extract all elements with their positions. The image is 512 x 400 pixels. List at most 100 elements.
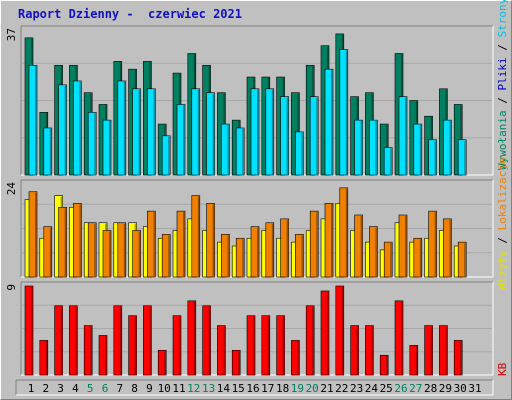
bar-top-s2-day-28-shade — [434, 140, 437, 175]
bar-middle-s2-day-30-shade — [464, 243, 466, 277]
bar-top-s2-day-21-shade — [331, 70, 333, 175]
bar-bottom-s1-day-9 — [143, 305, 152, 376]
bar-top-s2-day-20 — [309, 96, 319, 176]
bar-top-s2-day-9-shade — [153, 89, 155, 175]
bar-bottom-s1-day-5-shade — [90, 326, 92, 375]
bar-middle-s2-day-24-shade — [375, 227, 377, 277]
bar-bottom-s1-day-20-shade — [312, 306, 314, 375]
bar-middle-s2-day-30 — [457, 241, 467, 278]
bar-middle-s2-day-29 — [443, 218, 452, 278]
bar-top-s2-day-1-shade — [35, 66, 37, 175]
bar-top-s2-day-26 — [398, 96, 408, 176]
x-tick-label: 21 — [320, 382, 333, 395]
bar-top-s2-day-16 — [250, 88, 260, 176]
bar-top-s2-day-17 — [265, 88, 275, 176]
bar-top-s2-day-10 — [161, 135, 171, 176]
bar-bottom-s1-day-10-shade — [164, 351, 166, 375]
bar-bottom-s1-day-20 — [305, 305, 315, 376]
bar-middle-s2-day-14 — [221, 234, 230, 278]
bar-bottom-s1-day-6 — [98, 335, 108, 376]
bar-middle-s2-day-19 — [295, 234, 304, 278]
bar-bottom-s1-day-23 — [350, 325, 359, 376]
legend-visits-sites-part: / — [496, 230, 509, 250]
x-tick-label: 2 — [42, 382, 49, 395]
bar-top-s2-day-21 — [324, 68, 334, 176]
bar-middle-s2-day-22-shade — [345, 188, 348, 277]
bar-top-s2-day-10-shade — [168, 136, 170, 175]
y-max-label-middle: 24 — [5, 182, 18, 196]
bar-bottom-s1-day-4-shade — [75, 306, 77, 375]
bar-middle-s2-day-1 — [28, 191, 38, 278]
x-tick-label: 30 — [454, 382, 467, 395]
bar-top-s2-day-29-shade — [449, 121, 451, 175]
bar-bottom-s1-day-30 — [453, 340, 463, 376]
bar-bottom-s1-day-18-shade — [282, 316, 285, 375]
bar-top-s2-day-8-shade — [138, 89, 141, 175]
bar-bottom-s1-day-24-shade — [371, 326, 373, 375]
bar-bottom-s1-day-21 — [320, 290, 330, 376]
bar-top-s2-day-24-shade — [375, 121, 377, 175]
bar-middle-s2-day-21 — [324, 203, 334, 278]
bar-bottom-s1-day-16-shade — [253, 316, 255, 375]
x-tick-label: 12 — [187, 382, 200, 395]
bar-middle-s2-day-16 — [250, 226, 260, 278]
bar-middle-s2-day-29-shade — [449, 219, 451, 277]
bar-bottom-s1-day-10 — [157, 349, 167, 376]
x-tick-label: 1 — [28, 382, 35, 395]
bar-top-s2-day-16-shade — [257, 89, 259, 175]
page-title: Raport Dzienny - czerwiec 2021 — [18, 7, 242, 21]
bar-middle-s2-day-5 — [87, 222, 97, 278]
x-tick-label: 15 — [232, 382, 245, 395]
bar-bottom-s1-day-9-shade — [149, 306, 151, 375]
bar-top-s2-day-14 — [221, 123, 230, 176]
bar-bottom-s1-day-17 — [261, 315, 271, 376]
bar-middle-s2-day-20-shade — [316, 212, 318, 277]
bar-bottom-s1-day-6-shade — [105, 336, 107, 375]
bar-bottom-s1-day-15 — [231, 349, 241, 376]
legend-hits-files-pages: Wywołania / Pliki / Strony — [496, 0, 509, 170]
bar-bottom-s1-day-2-shade — [45, 341, 48, 375]
bar-bottom-s1-day-1-shade — [31, 287, 33, 375]
bar-bottom-s1-day-23-shade — [356, 326, 359, 375]
bar-top-s2-day-9 — [147, 88, 156, 176]
bar-bottom-s1-day-21-shade — [327, 291, 329, 375]
bar-middle-s2-day-11 — [176, 210, 186, 278]
x-tick-label: 16 — [246, 382, 259, 395]
x-axis-strip — [16, 380, 493, 395]
x-tick-label: 13 — [202, 382, 215, 395]
bar-top-s2-day-15-shade — [242, 128, 244, 175]
bar-top-s2-day-18-shade — [286, 97, 289, 175]
bar-bottom-s1-day-27 — [409, 345, 419, 376]
bar-bottom-s1-day-5 — [83, 325, 93, 376]
bar-bottom-s1-day-8 — [128, 315, 137, 376]
bar-bottom-s1-day-12 — [187, 300, 197, 376]
bar-top-s2-day-23 — [354, 119, 363, 176]
bar-middle-s2-day-27-shade — [419, 239, 422, 277]
x-tick-label: 23 — [350, 382, 363, 395]
bar-bottom-s1-day-15-shade — [238, 351, 240, 375]
x-tick-label: 25 — [380, 382, 393, 395]
bar-top-s2-day-7 — [117, 80, 127, 176]
bar-middle-s2-day-12 — [191, 195, 201, 278]
bar-top-s2-day-19-shade — [301, 132, 303, 175]
bar-middle-s2-day-23-shade — [360, 216, 363, 277]
bar-middle-s2-day-20 — [309, 210, 319, 278]
bar-top-s2-day-26-shade — [405, 97, 407, 175]
bar-top-s2-day-27 — [413, 123, 423, 176]
x-tick-label: 24 — [365, 382, 379, 395]
bar-bottom-s1-day-19 — [291, 340, 300, 376]
bar-middle-s2-day-17 — [265, 222, 275, 278]
bar-middle-s2-day-28-shade — [434, 212, 437, 277]
bar-top-s2-day-1 — [28, 64, 38, 176]
x-tick-label: 3 — [57, 382, 64, 395]
x-tick-label: 26 — [394, 382, 407, 395]
bar-top-s2-day-14-shade — [227, 125, 229, 175]
x-tick-label: 17 — [261, 382, 274, 395]
bar-top-s2-day-17-shade — [271, 89, 274, 175]
bar-bottom-s1-day-13 — [202, 305, 211, 376]
bar-bottom-s1-day-29-shade — [445, 326, 447, 375]
bar-middle-s2-day-21-shade — [331, 204, 333, 277]
bar-top-s2-day-25 — [383, 147, 393, 176]
bar-middle-s2-day-7-shade — [123, 223, 126, 277]
